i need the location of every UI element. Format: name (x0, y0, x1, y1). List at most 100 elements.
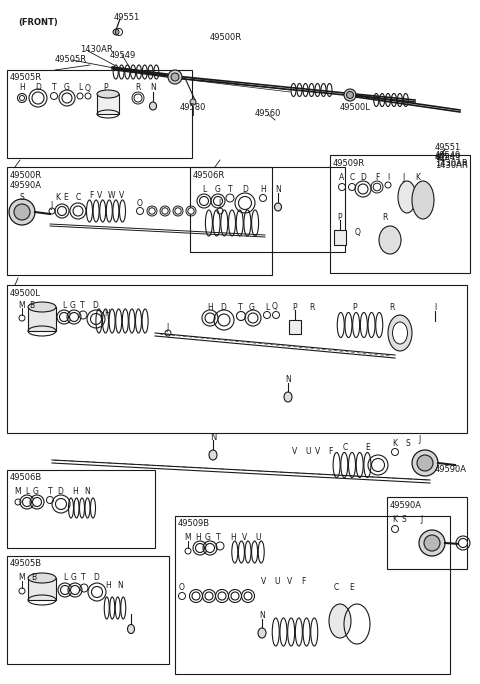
Circle shape (113, 29, 119, 35)
Text: 1430AR: 1430AR (80, 46, 113, 55)
Text: N: N (210, 432, 216, 441)
Ellipse shape (28, 573, 56, 583)
Text: L: L (265, 302, 269, 311)
Text: R: R (309, 302, 315, 311)
Text: 49551: 49551 (435, 142, 461, 151)
Text: K: K (393, 438, 397, 447)
Ellipse shape (205, 592, 213, 600)
Text: B: B (29, 300, 35, 309)
Text: 49506R: 49506R (193, 170, 225, 179)
Text: B: B (31, 573, 36, 583)
Ellipse shape (28, 302, 56, 312)
Text: 49509R: 49509R (333, 159, 365, 168)
Circle shape (424, 535, 440, 551)
Text: I: I (434, 302, 436, 311)
Text: V: V (288, 577, 293, 586)
Text: (FRONT): (FRONT) (18, 18, 58, 27)
Text: P: P (338, 213, 342, 222)
Text: Q: Q (355, 228, 361, 237)
Text: 49505R: 49505R (10, 73, 42, 83)
Text: N: N (84, 488, 90, 497)
Ellipse shape (62, 93, 72, 103)
Text: C: C (349, 172, 355, 181)
Ellipse shape (205, 544, 215, 553)
Circle shape (437, 154, 443, 160)
Text: D: D (220, 302, 226, 311)
Text: P: P (104, 83, 108, 92)
Text: G: G (71, 573, 77, 583)
Text: V: V (120, 191, 125, 200)
Circle shape (347, 92, 353, 98)
Text: U: U (255, 534, 261, 542)
Text: C: C (334, 583, 338, 592)
Ellipse shape (70, 313, 79, 321)
Text: R: R (135, 83, 141, 92)
Ellipse shape (231, 592, 239, 600)
Bar (334, 230, 346, 245)
Text: L: L (63, 573, 67, 583)
Text: T: T (228, 185, 232, 194)
Ellipse shape (175, 208, 181, 214)
Ellipse shape (91, 313, 101, 324)
Ellipse shape (258, 628, 266, 638)
Text: 49560: 49560 (255, 109, 281, 118)
Ellipse shape (60, 586, 70, 594)
Text: F: F (301, 577, 305, 586)
Text: D: D (93, 573, 99, 583)
Text: U: U (305, 447, 311, 456)
Ellipse shape (398, 181, 416, 213)
Text: T: T (52, 83, 56, 92)
Text: L: L (202, 185, 206, 194)
Ellipse shape (195, 544, 204, 553)
Text: H: H (230, 534, 236, 542)
Ellipse shape (388, 315, 412, 351)
Text: K: K (393, 514, 397, 523)
Bar (289, 320, 301, 334)
Ellipse shape (134, 94, 142, 102)
Text: 49500L: 49500L (10, 289, 41, 298)
Ellipse shape (73, 206, 83, 216)
Text: V: V (315, 447, 321, 456)
Ellipse shape (373, 183, 381, 191)
Text: S: S (406, 438, 410, 447)
Text: P: P (353, 302, 357, 311)
Text: G: G (249, 302, 255, 311)
Text: O: O (179, 583, 185, 592)
Ellipse shape (92, 586, 103, 598)
Circle shape (14, 204, 30, 220)
Ellipse shape (56, 499, 67, 510)
Text: Q: Q (272, 302, 278, 311)
Ellipse shape (60, 313, 69, 321)
Text: F: F (328, 447, 332, 456)
Text: 49500R: 49500R (210, 34, 242, 42)
Ellipse shape (200, 196, 208, 205)
Text: 49505R: 49505R (55, 55, 87, 64)
Circle shape (171, 73, 179, 81)
Ellipse shape (149, 102, 156, 110)
Circle shape (168, 70, 182, 84)
Text: H: H (207, 302, 213, 311)
Text: S: S (20, 192, 24, 202)
Text: 49551: 49551 (114, 12, 140, 21)
Text: H: H (260, 185, 266, 194)
Ellipse shape (458, 538, 468, 547)
Text: L: L (25, 488, 29, 497)
Circle shape (20, 96, 24, 101)
Text: M: M (19, 300, 25, 309)
Text: D: D (242, 185, 248, 194)
Text: J: J (419, 436, 421, 445)
Text: T: T (238, 302, 242, 311)
Circle shape (190, 99, 196, 105)
Bar (97, 94, 119, 114)
Text: 1430AR: 1430AR (435, 159, 468, 168)
Ellipse shape (372, 458, 384, 471)
Ellipse shape (379, 226, 401, 254)
Text: A: A (339, 172, 345, 181)
Ellipse shape (284, 392, 292, 402)
Text: V: V (97, 191, 103, 200)
Text: 49580: 49580 (180, 103, 206, 112)
Bar (28, 307, 56, 331)
Text: J: J (421, 514, 423, 523)
Text: E: E (349, 583, 354, 592)
Text: N: N (259, 611, 265, 620)
